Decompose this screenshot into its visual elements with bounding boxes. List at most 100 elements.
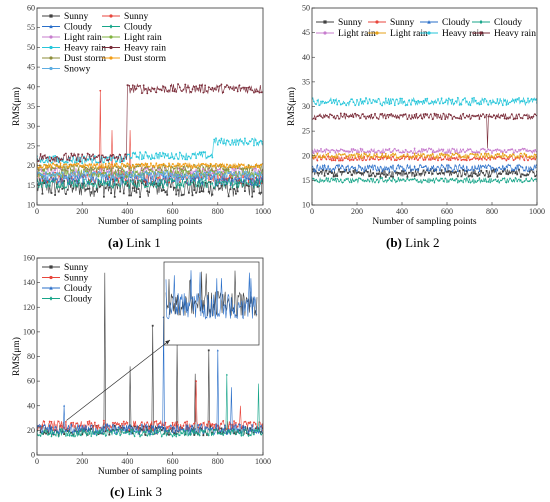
data-point — [397, 103, 400, 105]
data-point — [215, 428, 217, 431]
data-point — [101, 166, 103, 169]
data-point — [43, 431, 46, 434]
data-point — [460, 166, 463, 169]
data-point — [90, 167, 93, 170]
data-point — [182, 169, 185, 172]
data-point — [352, 148, 355, 150]
data-point — [234, 166, 237, 169]
data-point — [90, 183, 93, 186]
data-point — [253, 176, 255, 179]
data-point — [413, 100, 416, 102]
data-point — [46, 183, 49, 186]
data-point — [182, 185, 185, 188]
data-point — [514, 98, 517, 101]
data-point — [160, 178, 163, 182]
series-cloudy-3 — [312, 176, 537, 184]
data-point — [321, 169, 324, 171]
data-point — [142, 425, 145, 428]
data-point — [90, 434, 93, 438]
data-point — [453, 148, 456, 151]
data-point — [162, 427, 165, 429]
data-point — [160, 169, 163, 172]
data-point — [37, 434, 40, 437]
panel-link2: 0 200 400 600 800 1000101520253035404550Numbe… — [286, 4, 545, 228]
data-point — [428, 172, 430, 174]
legend-label: Heavy rain — [494, 29, 536, 39]
data-point — [361, 172, 364, 175]
data-point — [327, 172, 330, 175]
data-point — [195, 157, 198, 160]
data-point — [215, 184, 217, 187]
data-point — [137, 188, 140, 190]
data-point — [240, 178, 243, 182]
data-point — [356, 169, 358, 172]
data-point — [471, 175, 474, 178]
data-point — [233, 141, 235, 144]
data-point — [379, 175, 382, 178]
data-point — [370, 102, 373, 105]
data-point — [135, 171, 138, 173]
data-point — [198, 84, 201, 86]
data-point — [75, 185, 78, 188]
data-point — [426, 150, 429, 153]
data-point — [173, 179, 176, 182]
data-point — [133, 430, 136, 433]
data-point — [84, 158, 87, 161]
data-point — [140, 421, 143, 424]
x-tick-label: 0 — [310, 207, 314, 216]
data-point — [122, 420, 125, 423]
data-point — [528, 116, 531, 119]
data-point — [321, 179, 324, 182]
data-point — [395, 180, 398, 183]
data-point — [426, 168, 429, 171]
data-point — [528, 100, 531, 102]
data-point — [456, 181, 459, 184]
data-point — [518, 148, 520, 151]
data-point — [159, 428, 161, 431]
data-point — [175, 435, 178, 438]
data-point — [88, 169, 91, 171]
data-point — [338, 99, 340, 102]
data-point — [393, 115, 396, 118]
data-point — [88, 183, 91, 186]
data-point — [411, 178, 414, 181]
data-point — [218, 171, 221, 173]
data-point — [449, 170, 452, 173]
data-point — [234, 177, 237, 180]
data-point — [336, 175, 339, 177]
data-point — [113, 177, 116, 180]
data-point — [242, 168, 245, 170]
data-point — [480, 148, 483, 151]
data-point — [173, 426, 176, 429]
data-point — [204, 181, 207, 184]
data-point — [229, 432, 232, 436]
data-point — [168, 157, 170, 160]
data-point — [498, 116, 501, 119]
data-point — [227, 178, 230, 181]
data-point — [357, 104, 360, 106]
series-light-rain-5 — [312, 152, 537, 160]
data-point — [119, 169, 122, 172]
data-point — [375, 178, 378, 181]
data-point — [164, 86, 167, 89]
data-point — [482, 156, 484, 158]
y-tick-label: 50 — [302, 4, 310, 13]
data-point — [169, 169, 172, 172]
data-point — [473, 96, 475, 99]
data-point — [68, 159, 71, 162]
data-point — [153, 165, 156, 168]
data-point — [54, 425, 57, 428]
data-point — [247, 185, 250, 187]
data-point — [63, 430, 66, 433]
data-point — [186, 86, 188, 89]
data-point — [119, 161, 122, 164]
data-point — [222, 165, 225, 168]
data-point — [83, 166, 85, 169]
y-tick-label: 50 — [27, 43, 35, 52]
y-axis-label: RMS(μm) — [11, 87, 22, 126]
data-point — [175, 186, 178, 189]
data-point — [211, 182, 214, 185]
data-point — [117, 169, 120, 172]
data-point — [395, 156, 398, 159]
data-point — [476, 157, 479, 160]
